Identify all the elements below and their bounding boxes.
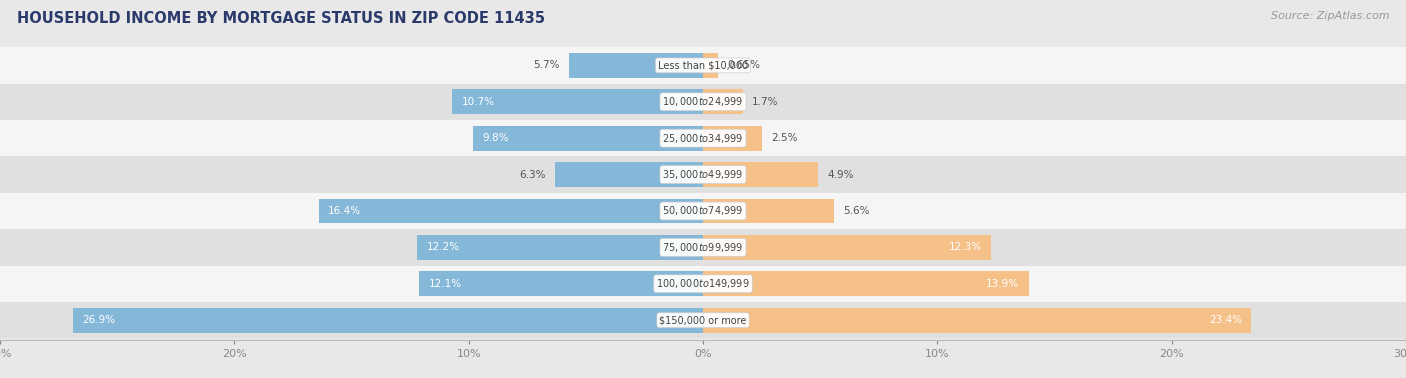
Bar bbox=[703, 271, 1029, 296]
Text: 5.6%: 5.6% bbox=[844, 206, 870, 216]
Text: 0.65%: 0.65% bbox=[728, 60, 761, 70]
Text: $25,000 to $34,999: $25,000 to $34,999 bbox=[662, 132, 744, 145]
Bar bbox=[474, 126, 703, 150]
Bar bbox=[703, 90, 742, 114]
Text: 16.4%: 16.4% bbox=[328, 206, 361, 216]
Text: $100,000 to $149,999: $100,000 to $149,999 bbox=[657, 277, 749, 290]
Bar bbox=[0, 156, 1406, 193]
Text: 5.7%: 5.7% bbox=[533, 60, 560, 70]
Bar bbox=[703, 308, 1251, 333]
Text: 10.7%: 10.7% bbox=[461, 97, 495, 107]
Text: $10,000 to $24,999: $10,000 to $24,999 bbox=[662, 95, 744, 108]
Bar bbox=[703, 162, 818, 187]
Bar bbox=[319, 198, 703, 223]
Bar bbox=[0, 120, 1406, 156]
Text: 4.9%: 4.9% bbox=[827, 170, 853, 180]
Bar bbox=[419, 271, 703, 296]
Text: $150,000 or more: $150,000 or more bbox=[659, 315, 747, 325]
Bar bbox=[0, 266, 1406, 302]
Bar bbox=[703, 198, 834, 223]
Text: 6.3%: 6.3% bbox=[519, 170, 546, 180]
Bar bbox=[703, 235, 991, 260]
Bar bbox=[0, 302, 1406, 338]
Bar bbox=[453, 90, 703, 114]
Text: HOUSEHOLD INCOME BY MORTGAGE STATUS IN ZIP CODE 11435: HOUSEHOLD INCOME BY MORTGAGE STATUS IN Z… bbox=[17, 11, 546, 26]
Text: $35,000 to $49,999: $35,000 to $49,999 bbox=[662, 168, 744, 181]
Bar bbox=[0, 84, 1406, 120]
Bar bbox=[555, 162, 703, 187]
Bar bbox=[0, 193, 1406, 229]
Bar bbox=[73, 308, 703, 333]
Text: 9.8%: 9.8% bbox=[482, 133, 509, 143]
Bar bbox=[703, 53, 718, 78]
Text: Less than $10,000: Less than $10,000 bbox=[658, 60, 748, 70]
Bar bbox=[418, 235, 703, 260]
Text: 2.5%: 2.5% bbox=[770, 133, 797, 143]
Text: 26.9%: 26.9% bbox=[82, 315, 115, 325]
Text: Source: ZipAtlas.com: Source: ZipAtlas.com bbox=[1271, 11, 1389, 21]
Text: 12.2%: 12.2% bbox=[426, 242, 460, 253]
Text: 13.9%: 13.9% bbox=[986, 279, 1019, 289]
Text: $75,000 to $99,999: $75,000 to $99,999 bbox=[662, 241, 744, 254]
Text: 23.4%: 23.4% bbox=[1209, 315, 1241, 325]
Text: 1.7%: 1.7% bbox=[752, 97, 779, 107]
Bar bbox=[0, 47, 1406, 84]
Text: $50,000 to $74,999: $50,000 to $74,999 bbox=[662, 204, 744, 217]
Text: 12.3%: 12.3% bbox=[949, 242, 981, 253]
Bar bbox=[569, 53, 703, 78]
Text: 12.1%: 12.1% bbox=[429, 279, 463, 289]
Bar bbox=[703, 126, 762, 150]
Bar bbox=[0, 229, 1406, 266]
